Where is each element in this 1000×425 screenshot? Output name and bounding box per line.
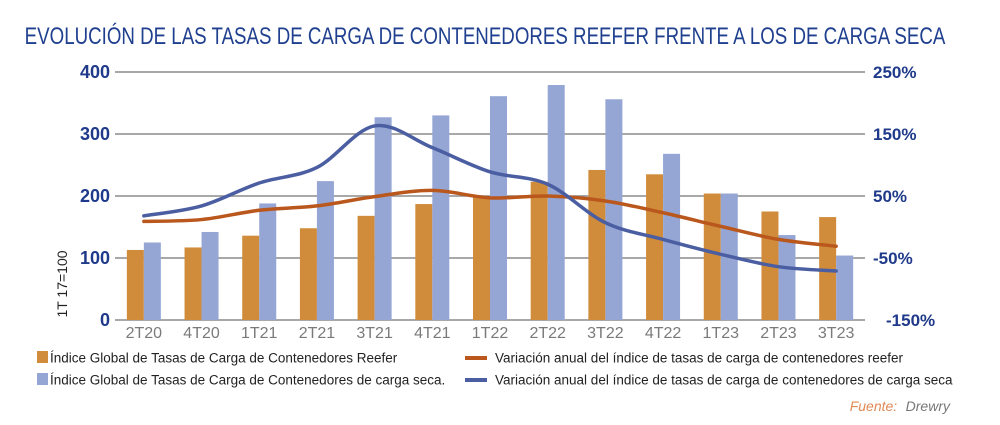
x-tick-label: 4T21 bbox=[414, 325, 451, 342]
lines bbox=[142, 123, 838, 273]
x-tick-label: 3T22 bbox=[587, 325, 624, 342]
source-label: Fuente: bbox=[850, 398, 898, 414]
x-tick-label: 3T21 bbox=[356, 325, 393, 342]
bar-dry-cargo bbox=[547, 85, 565, 321]
line-reefer-variation bbox=[142, 188, 838, 248]
y-tick-label-left: 300 bbox=[80, 124, 110, 144]
y-tick-label-right: 150% bbox=[873, 125, 916, 144]
y-tick-label-left: 200 bbox=[80, 186, 110, 206]
x-tick-label: 4T20 bbox=[183, 325, 220, 342]
bar-dry-cargo bbox=[836, 255, 854, 320]
bar-dry-cargo bbox=[374, 117, 392, 320]
legend-item: Variación anual del índice de tasas de c… bbox=[465, 373, 953, 388]
legend-item: Índice Global de Tasas de Carga de Conte… bbox=[37, 351, 398, 366]
y-tick-label-left: 100 bbox=[80, 248, 110, 268]
bar-dry-cargo bbox=[143, 242, 161, 320]
x-tick-label: 2T21 bbox=[299, 325, 336, 342]
bar-reefer bbox=[357, 215, 375, 320]
legend-swatch bbox=[37, 351, 48, 363]
x-tick-label: 4T22 bbox=[645, 325, 682, 342]
bar-dry-cargo bbox=[778, 235, 796, 320]
x-tick-label: 2T23 bbox=[760, 325, 797, 342]
x-tick-label: 3T23 bbox=[818, 325, 855, 342]
bar-reefer bbox=[415, 204, 433, 320]
line-dry-cargo-variation bbox=[142, 123, 838, 273]
source-value: Drewry bbox=[906, 398, 951, 414]
y-axis-right: -150% -50% 50% 150% 250% bbox=[873, 63, 935, 330]
y-tick-label-right: 250% bbox=[873, 63, 916, 82]
bar-reefer bbox=[473, 196, 490, 320]
bar-reefer bbox=[588, 169, 606, 320]
x-tick-label: 2T22 bbox=[529, 325, 566, 342]
y-axis-left: 0 100 200 300 400 bbox=[80, 62, 110, 330]
bar-dry-cargo bbox=[663, 153, 681, 320]
bars bbox=[126, 85, 854, 321]
y-tick-label-right: -50% bbox=[873, 249, 913, 268]
bar-dry-cargo bbox=[605, 99, 623, 320]
bar-reefer bbox=[646, 174, 664, 320]
bar-reefer bbox=[299, 228, 317, 320]
y-axis-label: 1T 17=100 bbox=[54, 250, 70, 317]
legend-swatch bbox=[37, 373, 48, 385]
legend-label: Índice Global de Tasas de Carga de Conte… bbox=[50, 351, 398, 366]
legend-line-swatch bbox=[465, 356, 487, 360]
legend-item: Variación anual del índice de tasas de c… bbox=[465, 351, 904, 366]
bar-dry-cargo bbox=[259, 203, 277, 320]
bar-dry-cargo bbox=[432, 115, 450, 321]
bar-reefer bbox=[819, 217, 837, 320]
legend: Índice Global de Tasas de Carga de Conte… bbox=[37, 351, 953, 388]
bar-dry-cargo bbox=[316, 181, 334, 320]
legend-item: Índice Global de Tasas de Carga de Conte… bbox=[37, 373, 445, 388]
legend-label: Índice Global de Tasas de Carga de Conte… bbox=[50, 373, 445, 388]
y-tick-label-left: 400 bbox=[80, 62, 110, 82]
bar-reefer bbox=[242, 235, 260, 320]
y-tick-label-right: -150% bbox=[886, 311, 935, 330]
x-axis: 2T20 4T20 1T21 2T21 3T21 4T21 1T22 2T22 3T22 4T22… bbox=[126, 325, 855, 342]
legend-line-swatch bbox=[465, 378, 487, 382]
bar-dry-cargo bbox=[490, 96, 507, 321]
x-tick-label: 1T23 bbox=[703, 325, 740, 342]
chart-title: EVOLUCIÓN DE LAS TASAS DE CARGA DE CONTE… bbox=[25, 22, 946, 50]
legend-label: Variación anual del índice de tasas de c… bbox=[495, 351, 904, 366]
legend-label: Variación anual del índice de tasas de c… bbox=[495, 373, 953, 388]
bar-reefer bbox=[703, 193, 721, 320]
svg-text:Fuente: Drewry: Fuente: Drewry bbox=[850, 398, 951, 415]
bar-reefer bbox=[184, 247, 202, 320]
x-tick-label: 2T20 bbox=[126, 325, 163, 342]
x-tick-label: 1T22 bbox=[472, 325, 509, 342]
y-tick-label-right: 50% bbox=[873, 187, 907, 206]
bar-reefer bbox=[530, 181, 548, 320]
source-note: Fuente: Drewry bbox=[850, 398, 951, 415]
bar-dry-cargo bbox=[201, 231, 219, 320]
bar-reefer bbox=[126, 249, 144, 320]
y-tick-label-left: 0 bbox=[100, 310, 110, 330]
x-tick-label: 1T21 bbox=[241, 325, 278, 342]
